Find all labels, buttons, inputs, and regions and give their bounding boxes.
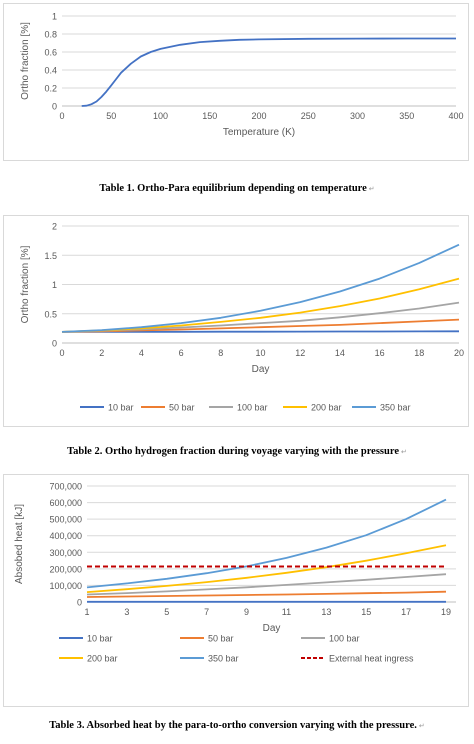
x-tick-label: 0 xyxy=(59,348,64,358)
legend-label: 100 bar xyxy=(237,403,268,413)
legend-label: 350 bar xyxy=(380,403,411,413)
50-bar-series-line xyxy=(86,590,447,598)
x-tick-label: 1 xyxy=(84,607,89,617)
paragraph-mark: ↵ xyxy=(368,185,375,193)
chart-1-frame: 0 0.2 0.4 0.6 0.8 1 0 50 100 150 200 250 300 350 400 Te… xyxy=(3,3,469,161)
y-tick-label: 0 xyxy=(77,598,82,608)
y-tick-label: 500,000 xyxy=(49,515,82,525)
x-tick-label: 20 xyxy=(454,348,464,358)
y-tick-label: 0.8 xyxy=(44,30,57,40)
caption-table-1: Table 1. Ortho-Para equilibrium dependin… xyxy=(0,183,474,194)
x-axis-title: Temperature (K) xyxy=(223,127,295,138)
y-axis-title: Ortho fraction [%] xyxy=(20,22,31,100)
x-tick-label: 0 xyxy=(59,111,64,121)
x-tick-label: 16 xyxy=(375,348,385,358)
x-tick-label: 18 xyxy=(414,348,424,358)
x-axis-title: Day xyxy=(263,623,281,634)
x-tick-label: 13 xyxy=(321,607,331,617)
y-tick-label: 0.6 xyxy=(44,48,57,58)
x-tick-label: 3 xyxy=(124,607,129,617)
x-tick-label: 10 xyxy=(255,348,265,358)
x-tick-label: 15 xyxy=(361,607,371,617)
x-tick-label: 11 xyxy=(282,607,291,617)
y-tick-label: 400,000 xyxy=(49,531,82,541)
caption-text: Table 3. Absorbed heat by the para-to-or… xyxy=(49,720,417,731)
caption-text: Table 2. Ortho hydrogen fraction during … xyxy=(67,446,399,457)
y-tick-label: 0.2 xyxy=(44,84,57,94)
absorbed-heat-chart: 0 100,000 200,000 300,000 400,000 500,000 600,… xyxy=(14,482,456,664)
y-tick-label: 0 xyxy=(52,102,57,112)
10-bar-series-line xyxy=(62,330,460,333)
chart-3-frame: 0 100,000 200,000 300,000 400,000 500,000 600,… xyxy=(3,474,469,707)
chart-2-frame: 0 0.5 1 1.5 2 0 2 4 6 8 10 12 14 16 18 20 Day Ortho fract… xyxy=(3,215,469,427)
y-axis-title: Ortho fraction [%] xyxy=(20,245,31,323)
350-bar-series-line xyxy=(86,498,447,589)
legend-label: 10 bar xyxy=(108,403,134,413)
legend-label: 50 bar xyxy=(208,634,234,644)
x-tick-label: 250 xyxy=(301,111,316,121)
x-axis-title: Day xyxy=(252,364,270,375)
y-tick-label: 100,000 xyxy=(49,581,82,591)
y-tick-label: 600,000 xyxy=(49,498,82,508)
paragraph-mark: ↵ xyxy=(400,448,407,456)
paragraph-mark: ↵ xyxy=(418,722,425,730)
200-bar-series-line xyxy=(86,544,447,593)
y-tick-label: 1.5 xyxy=(44,251,57,261)
legend-label: 200 bar xyxy=(87,654,118,664)
x-tick-label: 5 xyxy=(164,607,169,617)
x-tick-label: 200 xyxy=(251,111,266,121)
x-tick-label: 100 xyxy=(153,111,168,121)
x-tick-label: 400 xyxy=(448,111,463,121)
50-bar-series-line xyxy=(61,318,460,333)
x-tick-label: 19 xyxy=(441,607,451,617)
x-tick-label: 8 xyxy=(218,348,223,358)
y-tick-label: 0.4 xyxy=(44,66,57,76)
legend-label: 10 bar xyxy=(87,634,113,644)
y-axis-title: Absobed heat [kJ] xyxy=(14,504,25,584)
x-tick-label: 150 xyxy=(202,111,217,121)
x-tick-label: 14 xyxy=(335,348,345,358)
y-tick-label: 700,000 xyxy=(49,482,82,492)
ortho-fraction-series-line xyxy=(81,37,456,107)
y-tick-label: 0.5 xyxy=(44,309,57,319)
legend-label: 100 bar xyxy=(329,634,360,644)
legend-label: 350 bar xyxy=(208,654,239,664)
x-tick-label: 7 xyxy=(204,607,209,617)
y-tick-label: 300,000 xyxy=(49,548,82,558)
x-tick-label: 9 xyxy=(244,607,249,617)
y-tick-label: 1 xyxy=(52,280,57,290)
y-tick-label: 0 xyxy=(52,339,57,349)
x-tick-label: 2 xyxy=(99,348,104,358)
x-tick-label: 350 xyxy=(399,111,414,121)
caption-table-3: Table 3. Absorbed heat by the para-to-or… xyxy=(0,720,474,731)
y-tick-label: 200,000 xyxy=(49,564,82,574)
y-tick-label: 2 xyxy=(52,222,57,232)
y-tick-label: 1 xyxy=(52,12,57,22)
350-bar-series-line xyxy=(61,243,460,333)
caption-text: Table 1. Ortho-Para equilibrium dependin… xyxy=(99,183,367,194)
ortho-para-equilibrium-chart: 0 0.2 0.4 0.6 0.8 1 0 50 100 150 200 250 300 350 400 Te… xyxy=(20,12,464,139)
x-tick-label: 300 xyxy=(350,111,365,121)
legend-label: External heat ingress xyxy=(329,654,414,664)
x-tick-label: 4 xyxy=(139,348,144,358)
x-tick-label: 12 xyxy=(295,348,305,358)
caption-table-2: Table 2. Ortho hydrogen fraction during … xyxy=(0,446,474,457)
x-tick-label: 17 xyxy=(401,607,411,617)
x-tick-label: 50 xyxy=(106,111,116,121)
100-bar-series-line xyxy=(86,573,447,596)
legend-label: 200 bar xyxy=(311,403,342,413)
x-tick-label: 6 xyxy=(179,348,184,358)
legend-label: 50 bar xyxy=(169,403,195,413)
